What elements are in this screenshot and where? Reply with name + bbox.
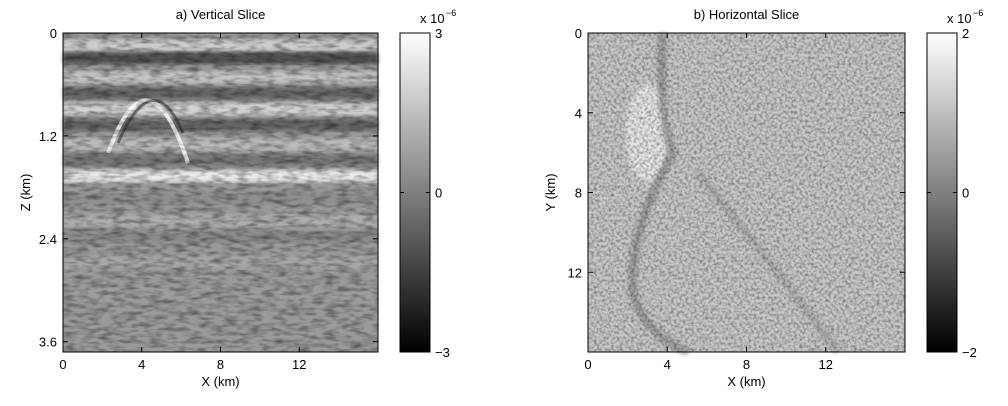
colorbar-tick-label: 0 (435, 186, 442, 201)
x-axis-label: X (km) (201, 374, 239, 389)
y-tick-label: 4 (575, 106, 582, 121)
x-tick-label: 0 (584, 357, 591, 372)
x-tick-label: 4 (138, 357, 145, 372)
y-tick-label: 0 (575, 26, 582, 41)
colorbar-tick-label: −3 (435, 345, 450, 360)
x-tick-label: 0 (59, 357, 66, 372)
colorbar-scale-exponent: −6 (446, 8, 456, 18)
colorbar-tick-label: 3 (435, 26, 442, 41)
x-tick-label: 4 (664, 357, 671, 372)
colorbar (926, 32, 958, 353)
colorbar-tick-label: −2 (962, 345, 977, 360)
image-noise (63, 33, 378, 352)
y-axis-label: Y (km) (543, 173, 558, 211)
colorbar-scale: x 10 (420, 11, 445, 26)
y-axis-label: Z (km) (18, 174, 33, 212)
chart-title: a) Vertical Slice (176, 7, 266, 22)
y-tick-label: 2.4 (39, 232, 57, 247)
colorbar-scale-exponent: −6 (973, 8, 983, 18)
y-tick-label: 0 (50, 26, 57, 41)
x-tick-label: 8 (217, 357, 224, 372)
y-tick-label: 8 (575, 186, 582, 201)
image-plot (63, 33, 378, 352)
y-tick-label: 12 (568, 265, 582, 280)
colorbar-scale: x 10 (947, 11, 972, 26)
y-tick-label: 3.6 (39, 335, 57, 350)
x-tick-label: 12 (292, 357, 306, 372)
colorbar-tick-label: 0 (962, 186, 969, 201)
colorbar-tick-label: 2 (962, 26, 969, 41)
x-axis-label: X (km) (727, 374, 765, 389)
image-plot (588, 32, 905, 356)
image-noise (588, 33, 905, 352)
x-tick-label: 8 (743, 357, 750, 372)
chart-title: b) Horizontal Slice (694, 7, 800, 22)
colorbar (399, 32, 431, 353)
y-tick-label: 1.2 (39, 129, 57, 144)
x-tick-label: 12 (819, 357, 833, 372)
